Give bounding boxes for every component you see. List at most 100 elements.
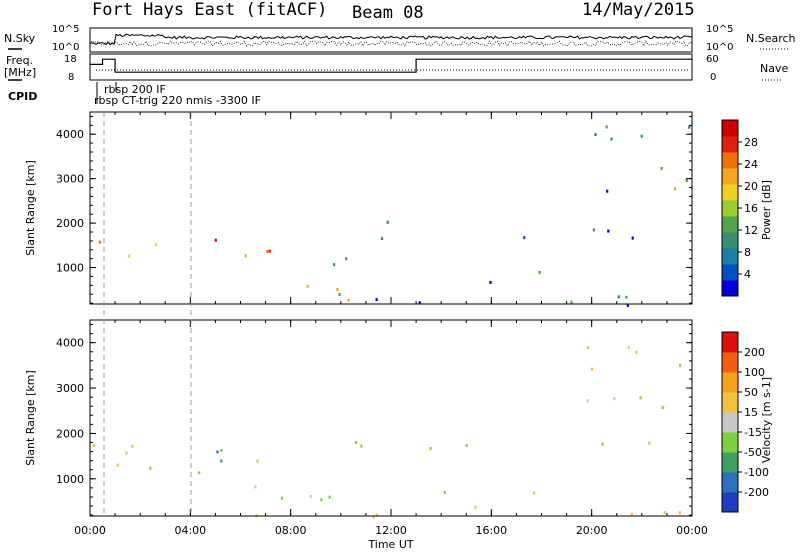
scatter-cell	[570, 300, 573, 304]
power-colorbar: 28 24 20 16 12 8 4	[721, 119, 758, 297]
nsearch-trace	[89, 40, 693, 47]
scatter-cell	[635, 350, 638, 354]
scatter-cell	[306, 284, 309, 288]
x-tick-label: 08:00	[275, 524, 307, 537]
scatter-cell	[116, 463, 119, 467]
scatter-cell	[244, 254, 247, 258]
scatter-cell	[617, 295, 620, 299]
y-tick-label: 2000	[56, 427, 84, 440]
freq-label-line2: [MHz]	[4, 66, 36, 79]
scatter-cell	[375, 513, 378, 517]
scatter-cell	[254, 485, 257, 489]
scatter-cell	[214, 238, 217, 242]
power-ylabel: Slant Range [km]	[24, 160, 37, 256]
scatter-cell	[309, 494, 312, 498]
velocity-colorbar: 200 100 50 15 -15 -50 -100 -200	[721, 331, 769, 513]
scatter-cell	[360, 444, 363, 448]
scatter-cell	[685, 179, 688, 183]
colorbar-tick-label: 200	[744, 346, 765, 359]
freq-trace	[90, 58, 692, 73]
power-scatter-cells	[98, 125, 691, 307]
y-tick-label: 3000	[56, 173, 84, 186]
nsearch-tick-bottom: 10^0	[706, 42, 733, 53]
scatter-cell	[626, 303, 629, 307]
scatter-cell	[627, 346, 630, 349]
power-panel: 1000 2000 3000 4000 Slant Range [km]	[24, 111, 693, 307]
nsearch-label: N.Search	[746, 32, 796, 45]
colorbar-tick-label: 24	[744, 158, 758, 171]
scatter-cell	[648, 441, 651, 445]
y-tick-label: 3000	[56, 382, 84, 395]
scatter-cell	[125, 451, 128, 455]
scatter-cell	[661, 406, 664, 410]
nsky-tick-bottom: 10^0	[52, 42, 79, 53]
scatter-cell	[131, 444, 134, 448]
scatter-cell	[98, 240, 102, 244]
scatter-cell	[606, 189, 609, 193]
scatter-cell	[266, 250, 269, 253]
scatter-cell	[372, 515, 375, 519]
scatter-cell	[607, 229, 610, 233]
colorbar-tick-label: -50	[744, 446, 762, 459]
scatter-cell	[220, 449, 223, 452]
scatter-cell	[280, 496, 284, 500]
scatter-cell	[613, 397, 616, 401]
scatter-cell	[345, 257, 348, 261]
scatter-cell	[630, 512, 633, 516]
scatter-cell	[154, 243, 158, 247]
scatter-cell	[355, 441, 358, 445]
scatter-cell	[465, 443, 468, 447]
freq-panel: Freq. [MHz] 18 8 60 0 Nave	[4, 53, 788, 83]
cpid-panel: CPID rbsp 200 IF rbsp CT-trig 220 nmis -…	[8, 82, 261, 107]
scatter-cell	[474, 505, 477, 509]
nave-label: Nave	[760, 62, 788, 75]
scatter-cell	[443, 490, 446, 494]
scatter-cell	[268, 249, 271, 253]
scatter-cell	[386, 220, 389, 224]
x-tick-label: 00:00	[676, 524, 708, 537]
scatter-cell	[347, 298, 350, 302]
colorbar-tick-label: 4	[744, 268, 751, 281]
station-title: Fort Hays East (fitACF)	[92, 0, 327, 20]
y-tick-label: 2000	[56, 217, 84, 230]
scatter-cell	[587, 346, 590, 350]
scatter-cell	[640, 134, 643, 138]
scatter-cell	[328, 495, 331, 499]
scatter-cell	[678, 511, 681, 515]
date-title: 14/May/2015	[582, 0, 695, 20]
scatter-cell	[610, 137, 613, 141]
scatter-cell	[590, 367, 594, 371]
colorbar-tick-label: 50	[744, 386, 758, 399]
scatter-cell	[592, 228, 595, 232]
colorbar-tick-label: -15	[744, 426, 762, 439]
scatter-cell	[92, 444, 95, 447]
beam-title: Beam 08	[352, 3, 424, 23]
scatter-cell	[586, 399, 589, 403]
scatter-cell	[538, 271, 541, 274]
colorbar-tick-label: 100	[744, 366, 765, 379]
velocity-ylabel: Slant Range [km]	[24, 370, 37, 466]
nsky-tick-top: 10^5	[52, 24, 79, 35]
scatter-cell	[532, 491, 536, 495]
colorbar-tick-label: -200	[744, 486, 769, 499]
freq-label-line1: Freq.	[6, 54, 33, 67]
velocity-panel: 1000 2000 3000 4000 Slant Range [km]	[24, 319, 693, 519]
x-tick-label: 04:00	[174, 524, 206, 537]
y-tick-label: 1000	[56, 473, 84, 486]
colorbar-tick-label: 8	[744, 246, 751, 259]
scatter-cell	[674, 187, 677, 191]
y-tick-label: 4000	[56, 337, 84, 350]
colorbar-tick-label: 28	[744, 136, 758, 149]
cpid-entry-2: rbsp CT-trig 220 nmis -3300 IF	[94, 94, 261, 107]
colorbar-tick-label: 12	[744, 224, 758, 237]
nsky-label: N.Sky	[4, 32, 36, 45]
nave-tick-top: 60	[706, 54, 719, 65]
scatter-cell	[220, 459, 223, 463]
scatter-cell	[375, 298, 378, 302]
scatter-cell	[149, 466, 152, 470]
scatter-cell	[605, 125, 608, 129]
scatter-cell	[594, 133, 597, 137]
nsearch-tick-top: 10^5	[706, 24, 733, 35]
x-tick-label: 00:00	[74, 524, 106, 537]
